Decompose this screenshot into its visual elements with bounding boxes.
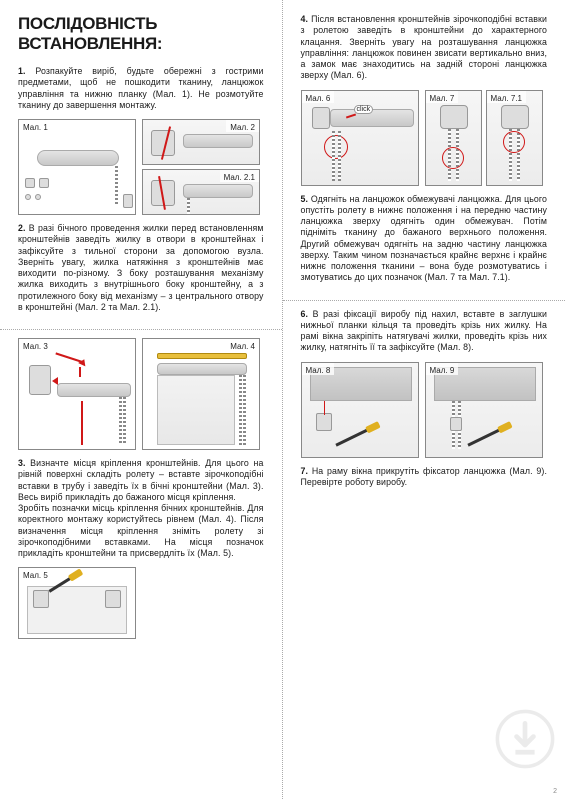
right-column: 4. Після встановлення кронштейнів зірочк… (283, 0, 565, 799)
figure-label: Мал. 6 (302, 91, 335, 103)
figure-label: Мал. 9 (426, 363, 459, 375)
figure-label: Мал. 7 (426, 91, 459, 103)
figure-7-1: Мал. 7.1 (486, 90, 543, 186)
figure-label: Мал. 4 (226, 339, 259, 351)
figure-6: Мал. 6 click (301, 90, 419, 186)
figure-3: Мал. 3 (18, 338, 136, 450)
figure-label: Мал. 1 (19, 120, 52, 132)
figure-2-1: Мал. 2.1 (142, 169, 260, 215)
figure-8: Мал. 8 (301, 362, 419, 458)
figure-row-4: Мал. 6 click Мал. 7 (301, 90, 548, 186)
divider (283, 300, 565, 301)
figure-5: Мал. 5 (18, 567, 136, 639)
page-number: 2 (553, 788, 557, 795)
page-title: ПОСЛІДОВНІСТЬ ВСТАНОВЛЕННЯ: (18, 14, 264, 54)
figure-1: Мал. 1 (18, 119, 136, 215)
figure-row-5: Мал. 8 Мал. 9 (301, 362, 548, 458)
figure-label: Мал. 5 (19, 568, 52, 580)
figure-label: Мал. 7.1 (487, 91, 526, 103)
figure-4: Мал. 4 (142, 338, 260, 450)
paragraph-1: 1. Розпакуйте виріб, будьте обережні з г… (18, 66, 264, 111)
figure-label: Мал. 2.1 (220, 170, 259, 182)
paragraph-2: 2. В разі бічного проведення жилки перед… (18, 223, 264, 313)
figure-label: Мал. 3 (19, 339, 52, 351)
paragraph-7: 7. На раму вікна прикрутіть фіксатор лан… (301, 466, 548, 489)
figure-label: Мал. 2 (226, 120, 259, 132)
figure-row-1: Мал. 1 Мал. 2 (18, 119, 264, 215)
figure-7: Мал. 7 (425, 90, 482, 186)
paragraph-3: 3. Визначте місця кріплення кронштейнів.… (18, 458, 264, 559)
divider (0, 329, 282, 330)
figure-label: Мал. 8 (302, 363, 335, 375)
page: ПОСЛІДОВНІСТЬ ВСТАНОВЛЕННЯ: 1. Розпакуйт… (0, 0, 565, 799)
click-badge: click (354, 105, 374, 114)
figure-2: Мал. 2 (142, 119, 260, 165)
figure-row-3: Мал. 5 (18, 567, 264, 639)
paragraph-4: 4. Після встановлення кронштейнів зірочк… (301, 14, 548, 82)
paragraph-6: 6. В разі фіксації виробу під нахил, вст… (301, 309, 548, 354)
figure-9: Мал. 9 (425, 362, 543, 458)
left-column: ПОСЛІДОВНІСТЬ ВСТАНОВЛЕННЯ: 1. Розпакуйт… (0, 0, 283, 799)
paragraph-5: 5. Одягніть на ланцюжок обмежувачі ланцю… (301, 194, 548, 284)
figure-row-2: Мал. 3 Мал. 4 (18, 338, 264, 450)
